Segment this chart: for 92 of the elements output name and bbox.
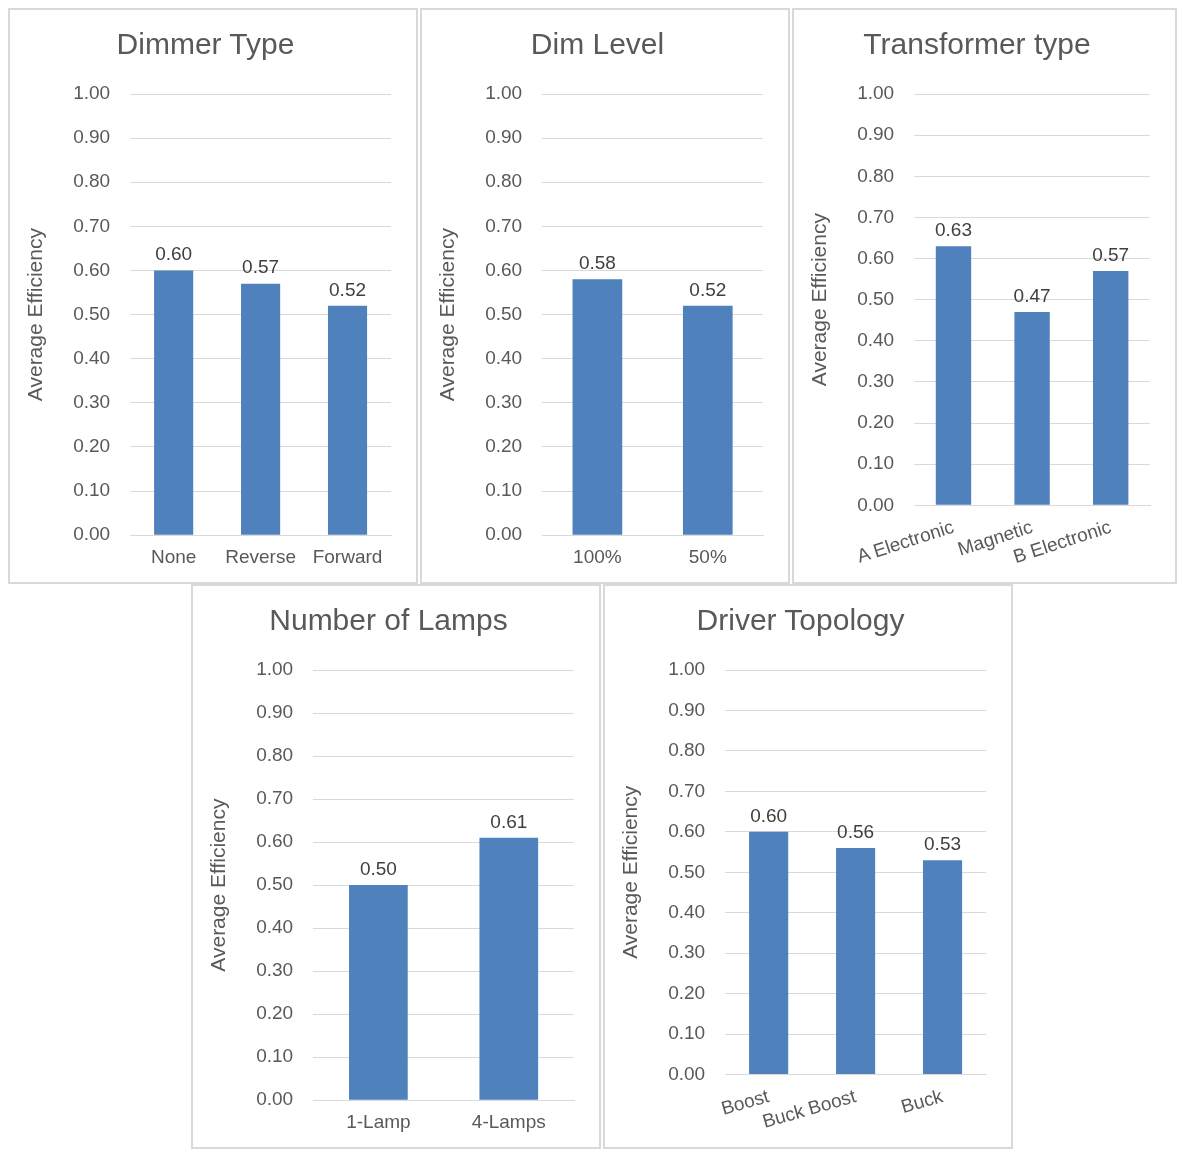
y-tick-label: 0.70 xyxy=(485,214,523,236)
y-tick-label: 0.20 xyxy=(256,1002,294,1024)
y-tick-label: 0.10 xyxy=(485,479,523,501)
y-axis-title: Average Efficiency xyxy=(807,212,831,387)
x-tick-label: Reverse xyxy=(225,545,296,567)
y-tick-label: 0.40 xyxy=(73,346,111,368)
y-tick-label: 0.40 xyxy=(668,900,706,922)
chart-title: Dim Level xyxy=(530,27,665,61)
y-tick-label: 0.40 xyxy=(857,329,895,351)
y-tick-label: 0.60 xyxy=(857,246,895,268)
y-tick-label: 1.00 xyxy=(256,658,294,680)
y-tick-label: 0.30 xyxy=(485,391,523,413)
y-tick-label: 0.50 xyxy=(857,287,895,309)
y-tick-label: 0.20 xyxy=(668,981,706,1003)
y-tick-label: 1.00 xyxy=(857,82,895,104)
x-tick-label: 4-Lamps xyxy=(471,1110,546,1132)
x-tick-label: 1-Lamp xyxy=(346,1110,411,1132)
y-tick-label: 0.70 xyxy=(668,779,706,801)
y-tick-label: 0.90 xyxy=(256,701,294,723)
y-tick-label: 0.00 xyxy=(256,1088,294,1110)
y-tick-label: 0.50 xyxy=(485,302,523,324)
data-label: 0.60 xyxy=(750,804,788,826)
y-tick-label: 0.20 xyxy=(857,411,895,433)
y-tick-label: 0.60 xyxy=(73,258,111,280)
bar xyxy=(1093,270,1129,505)
y-tick-label: 0.20 xyxy=(485,435,523,457)
y-tick-label: 0.30 xyxy=(668,941,706,963)
data-label: 0.58 xyxy=(578,252,616,274)
y-tick-label: 0.10 xyxy=(73,479,111,501)
y-tick-label: 1.00 xyxy=(668,658,706,680)
y-tick-label: 0.40 xyxy=(485,346,523,368)
x-tick-label: 100% xyxy=(573,545,622,567)
y-tick-label: 0.10 xyxy=(668,1022,706,1044)
y-tick-label: 0.00 xyxy=(73,523,111,545)
x-tick-label: 50% xyxy=(688,545,727,567)
y-tick-label: 0.50 xyxy=(668,860,706,882)
data-label: 0.52 xyxy=(329,278,367,300)
chart-title: Transformer type xyxy=(863,27,1091,61)
chart-title: Number of Lamps xyxy=(269,603,508,637)
data-label: 0.52 xyxy=(689,278,727,300)
data-label: 0.53 xyxy=(924,832,962,854)
y-axis-title: Average Efficiency xyxy=(23,227,47,402)
y-tick-label: 0.10 xyxy=(857,452,895,474)
data-label: 0.57 xyxy=(1092,243,1130,265)
y-tick-label: 0.00 xyxy=(857,493,895,515)
chart-title: Dimmer Type xyxy=(116,27,295,61)
y-tick-label: 0.90 xyxy=(73,126,111,148)
y-tick-label: 0.90 xyxy=(668,698,706,720)
data-label: 0.50 xyxy=(359,857,397,879)
y-tick-label: 0.80 xyxy=(857,164,895,186)
y-tick-label: 0.10 xyxy=(256,1045,294,1067)
y-tick-label: 1.00 xyxy=(73,82,111,104)
y-tick-label: 0.80 xyxy=(485,170,523,192)
y-tick-label: 0.50 xyxy=(256,873,294,895)
x-tick-label: None xyxy=(150,545,197,567)
data-label: 0.57 xyxy=(242,256,280,278)
y-tick-label: 0.80 xyxy=(668,739,706,761)
data-label: 0.60 xyxy=(155,243,193,265)
y-tick-label: 0.90 xyxy=(857,123,895,145)
bar xyxy=(1014,312,1050,505)
y-tick-label: 0.30 xyxy=(857,370,895,392)
y-tick-label: 0.70 xyxy=(73,214,111,236)
chart-title: Driver Topology xyxy=(696,603,905,637)
y-axis-title: Average Efficiency xyxy=(618,785,642,959)
bar xyxy=(935,246,972,505)
y-tick-label: 0.30 xyxy=(73,391,111,413)
y-tick-label: 0.70 xyxy=(857,205,895,227)
y-tick-label: 0.30 xyxy=(256,959,294,981)
y-tick-label: 0.60 xyxy=(485,258,523,280)
bar xyxy=(327,305,368,535)
y-tick-label: 0.70 xyxy=(256,787,294,809)
bar xyxy=(154,270,194,535)
y-tick-label: 0.20 xyxy=(73,435,111,457)
y-tick-label: 0.40 xyxy=(256,916,294,938)
y-tick-label: 0.60 xyxy=(256,830,294,852)
y-tick-label: 0.80 xyxy=(256,744,294,766)
y-tick-label: 0.00 xyxy=(668,1062,706,1084)
y-tick-label: 0.00 xyxy=(485,523,523,545)
y-tick-label: 1.00 xyxy=(485,82,523,104)
y-axis-title: Average Efficiency xyxy=(206,798,230,972)
y-tick-label: 0.90 xyxy=(485,126,523,148)
y-axis-title: Average Efficiency xyxy=(435,227,459,402)
y-tick-label: 0.80 xyxy=(73,170,111,192)
data-label: 0.47 xyxy=(1013,284,1051,306)
y-tick-label: 0.60 xyxy=(668,820,706,842)
data-label: 0.63 xyxy=(934,218,972,240)
y-tick-label: 0.50 xyxy=(73,302,111,324)
x-tick-label: Forward xyxy=(312,545,383,567)
bar xyxy=(241,283,281,535)
data-label: 0.61 xyxy=(490,810,528,832)
x-tick-label: Buck xyxy=(898,1085,946,1118)
data-label: 0.56 xyxy=(837,820,875,842)
